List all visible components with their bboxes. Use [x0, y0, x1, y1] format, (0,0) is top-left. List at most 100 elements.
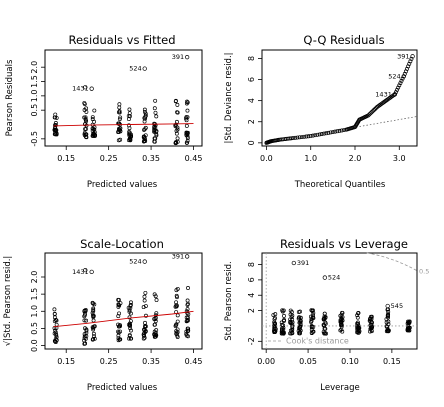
- data-point: [129, 300, 133, 305]
- smooth-line: [53, 310, 194, 328]
- cooks-contour-label: 0.5: [419, 268, 429, 276]
- x-tick-label: 0.10: [341, 357, 359, 366]
- data-point: [143, 116, 148, 121]
- y-tick-label: 4: [247, 98, 256, 103]
- data-point: [142, 134, 147, 139]
- data-point: [175, 295, 179, 300]
- data-point: [90, 310, 95, 315]
- data-point: [126, 114, 131, 118]
- y-tick-label: 0.0: [30, 339, 39, 352]
- data-point: [355, 313, 360, 318]
- axis-ticks: 0.0 1.0 2.0 3.0 0 2 4 6 8: [247, 56, 406, 163]
- data-point: [52, 307, 57, 312]
- data-point: [282, 318, 287, 322]
- x-tick-label: 0.45: [185, 154, 203, 163]
- data-point: [116, 297, 121, 302]
- data-point: [367, 318, 372, 323]
- data-point: [397, 83, 402, 88]
- data-point: [322, 323, 327, 328]
- data-point: [126, 322, 131, 327]
- data-point: [82, 318, 87, 323]
- y-tick-label: 2: [247, 119, 256, 124]
- y-tick-label: 2.0: [30, 271, 39, 284]
- data-point: [128, 319, 133, 324]
- data-point: [356, 325, 361, 330]
- y-tick-label: 2.0: [30, 61, 39, 74]
- data-point: [322, 331, 327, 336]
- data-point: [174, 300, 179, 305]
- data-point: [289, 310, 294, 314]
- data-point: [279, 327, 284, 332]
- data-point: [186, 301, 190, 306]
- data-point: [53, 115, 57, 120]
- data-point: [53, 121, 58, 125]
- data-point: [185, 318, 189, 323]
- data-point: [290, 331, 295, 336]
- data-point: [142, 109, 147, 114]
- outlier-label: 1431: [72, 268, 89, 276]
- data-point: [127, 336, 131, 341]
- data-point: [90, 300, 95, 305]
- data-point: [118, 301, 123, 306]
- y-tick-label: 4: [247, 293, 256, 298]
- data-point: [126, 305, 131, 310]
- data-point: [127, 126, 132, 131]
- data-point: [141, 305, 146, 310]
- y-tick-label: -2: [247, 337, 256, 345]
- y-axis-label: Pearson Residuals: [5, 59, 15, 136]
- outlier-label: 524: [328, 274, 340, 282]
- data-point: [309, 323, 314, 328]
- data-point: [154, 333, 159, 338]
- data-point: [319, 132, 324, 136]
- data-point: [152, 322, 157, 327]
- data-point: [142, 298, 147, 303]
- data-point: [54, 132, 59, 137]
- data-point: [321, 317, 326, 322]
- y-tick-label: 0.5: [30, 322, 39, 335]
- outlier-point: [83, 85, 88, 90]
- data-point: [310, 308, 315, 313]
- data-point: [186, 312, 191, 317]
- data-point: [91, 315, 96, 319]
- data-point: [90, 115, 95, 120]
- data-point: [116, 138, 121, 143]
- data-point: [386, 328, 391, 333]
- data-point: [142, 294, 147, 299]
- x-axis-label: Predicted values: [87, 180, 158, 190]
- data-point: [184, 118, 189, 123]
- data-point: [175, 136, 180, 141]
- data-point: [186, 286, 190, 290]
- x-tick-label: 0.35: [142, 154, 160, 163]
- data-point: [335, 129, 340, 134]
- data-point: [84, 318, 89, 323]
- data-point: [153, 98, 158, 103]
- data-point: [304, 134, 309, 139]
- axis-ticks: 0.15 0.25 0.35 0.45 -0.5 0.5 1.01.52.0: [30, 61, 202, 163]
- data-point: [53, 122, 58, 127]
- data-point: [116, 304, 121, 309]
- data-point: [84, 109, 89, 114]
- data-point: [118, 337, 123, 342]
- y-tick-label: 8: [247, 56, 256, 61]
- data-point: [355, 315, 360, 320]
- data-point: [185, 298, 190, 303]
- outlier-label: 545: [391, 302, 403, 310]
- outlier-point: [410, 54, 415, 59]
- data-point: [154, 311, 159, 316]
- data-point: [355, 320, 360, 325]
- x-tick-label: 3.0: [393, 154, 406, 163]
- cooks-distance-contour: [366, 252, 418, 272]
- data-point: [174, 288, 179, 293]
- data-point: [82, 101, 87, 105]
- data-point: [280, 308, 285, 313]
- data-point: [289, 315, 294, 320]
- data-point: [174, 140, 178, 145]
- data-point: [116, 329, 121, 334]
- data-point: [185, 307, 190, 312]
- y-axis-label: √|Std. Pearson resid.|: [3, 256, 13, 347]
- data-point: [83, 115, 88, 120]
- data-point: [288, 320, 293, 325]
- data-point: [184, 140, 189, 145]
- data-point: [372, 107, 377, 112]
- outlier-label: 524: [129, 258, 141, 266]
